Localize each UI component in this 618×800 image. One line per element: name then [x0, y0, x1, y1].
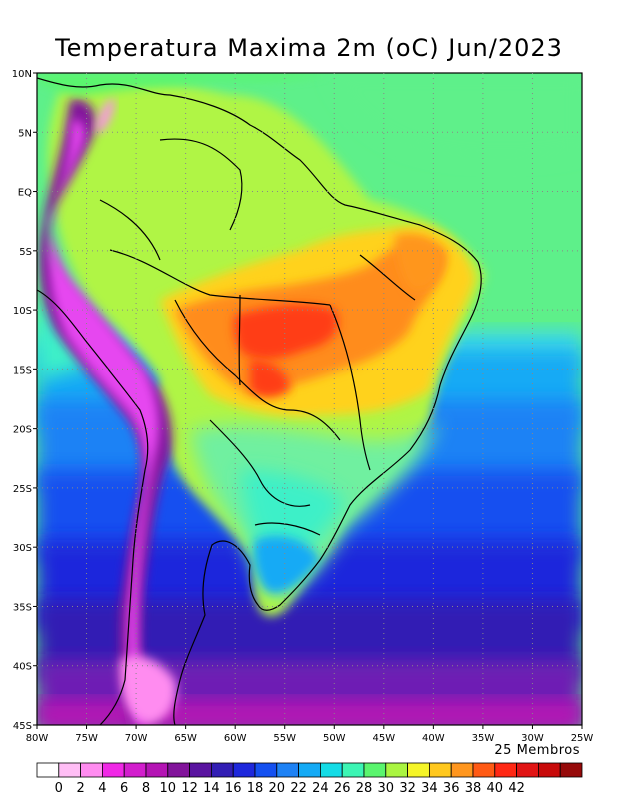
lat-tick-label: 10S: [13, 306, 32, 317]
lat-tick-label: 5N: [18, 128, 32, 139]
legend-label: 34: [421, 781, 438, 796]
map-title: Temperatura Maxima 2m (oC) Jun/2023: [55, 34, 563, 62]
legend-swatch: [363, 762, 387, 778]
legend-swatch: [472, 762, 496, 778]
lon-tick-label: 60W: [224, 733, 247, 744]
lon-tick-label: 25W: [571, 733, 594, 744]
legend-label: 0: [55, 781, 63, 796]
lon-tick-label: 80W: [26, 733, 49, 744]
lon-tick-label: 55W: [273, 733, 296, 744]
legend-swatch: [516, 762, 539, 778]
lon-tick-label: 50W: [323, 733, 346, 744]
temperature-field: [37, 73, 582, 725]
lon-tick-label: 40W: [422, 733, 445, 744]
lat-tick-label: 10N: [12, 69, 32, 80]
legend-label: 32: [399, 781, 416, 796]
legend-label: 36: [443, 781, 460, 796]
legend-swatch: [407, 762, 430, 778]
legend-swatch: [58, 762, 81, 778]
lon-tick-label: 75W: [75, 733, 98, 744]
legend-swatch: [319, 762, 343, 778]
legend-label: 12: [181, 781, 198, 796]
legend-label: 24: [312, 781, 329, 796]
coastlines: [37, 77, 482, 725]
members-label: 25 Membros: [494, 743, 580, 758]
lat-tick-label: 5S: [19, 247, 32, 258]
legend-label: 38: [465, 781, 482, 796]
legend-label: 18: [247, 781, 264, 796]
legend-swatch: [559, 762, 583, 778]
legend-swatch: [538, 762, 561, 778]
lat-tick-label: 40S: [13, 662, 32, 673]
legend-swatch: [145, 762, 169, 778]
legend-label: 42: [508, 781, 525, 796]
legend-swatch: [210, 762, 234, 778]
legend-label: 14: [203, 781, 220, 796]
legend-swatch: [385, 762, 408, 778]
legend-swatch: [450, 762, 474, 778]
legend-swatch: [254, 762, 278, 778]
lon-tick-label: 45W: [373, 733, 396, 744]
lat-tick-label: 25S: [13, 484, 32, 495]
legend-swatch: [494, 762, 517, 778]
lat-tick-label: 45S: [13, 721, 32, 732]
legend-label: 6: [120, 781, 128, 796]
legend-swatch: [80, 762, 103, 778]
legend-swatch: [298, 762, 321, 778]
legend-label: 40: [487, 781, 504, 796]
legend-label: 10: [160, 781, 177, 796]
lat-tick-label: 20S: [13, 425, 32, 436]
map-frame: [36, 72, 583, 726]
lat-tick-label: 15S: [13, 365, 32, 376]
legend-swatch: [123, 762, 147, 778]
legend-label: 26: [334, 781, 351, 796]
legend-swatch: [102, 762, 125, 778]
lat-tick-label: 35S: [13, 602, 32, 613]
lon-tick-label: 70W: [125, 733, 148, 744]
legend-label: 28: [356, 781, 373, 796]
legend-label: 2: [76, 781, 84, 796]
legend-label: 4: [98, 781, 106, 796]
legend-swatch: [276, 762, 299, 778]
legend-label: 16: [225, 781, 242, 796]
gridlines: [37, 73, 582, 725]
lat-tick-label: EQ: [18, 188, 32, 199]
legend-swatch: [167, 762, 191, 778]
lat-tick-label: 30S: [13, 543, 32, 554]
region-andes-cold: [49, 119, 159, 725]
legend-swatch: [232, 762, 256, 778]
legend-label: 8: [142, 781, 150, 796]
legend-swatch: [36, 762, 60, 778]
legend-label: 20: [269, 781, 286, 796]
legend-swatch: [189, 762, 212, 778]
lon-tick-label: 35W: [472, 733, 495, 744]
region-mato-grosso-core: [233, 304, 339, 360]
legend-label: 30: [378, 781, 395, 796]
legend-label: 22: [290, 781, 307, 796]
lon-tick-label: 30W: [521, 733, 544, 744]
lon-tick-label: 65W: [174, 733, 197, 744]
legend-swatch: [341, 762, 365, 778]
legend-swatch: [428, 762, 452, 778]
